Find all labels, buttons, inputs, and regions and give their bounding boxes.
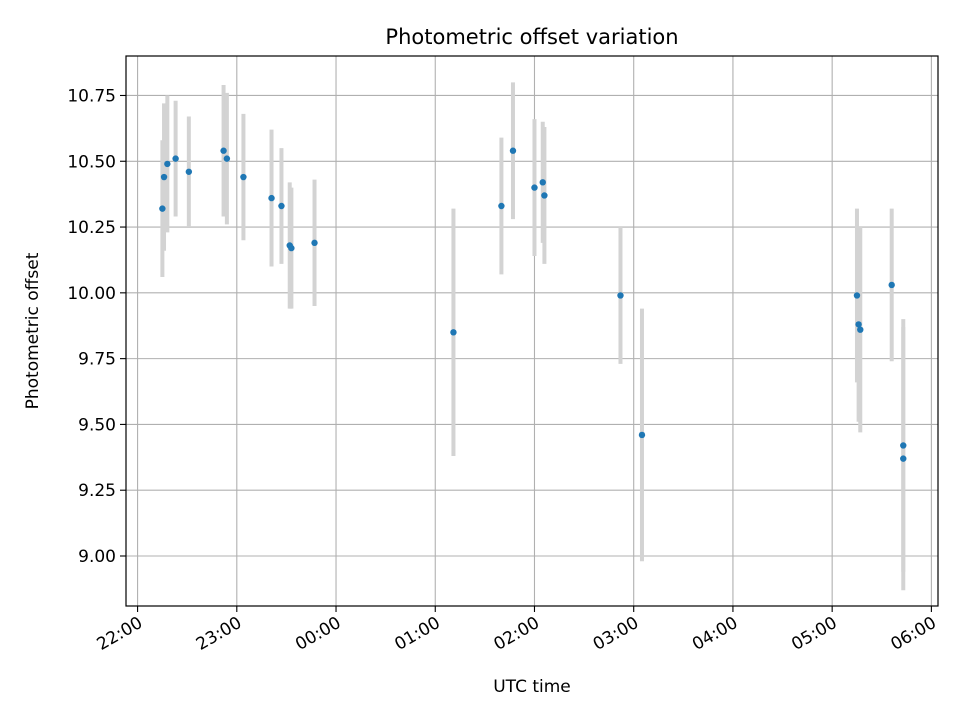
y-tick-label: 9.00 <box>78 547 116 567</box>
y-tick-label: 10.00 <box>67 284 116 304</box>
y-tick-label: 10.25 <box>67 218 116 238</box>
data-points <box>159 147 907 462</box>
data-point <box>164 160 171 168</box>
data-point <box>900 455 907 462</box>
chart-title: Photometric offset variation <box>385 25 678 49</box>
data-point <box>288 244 295 252</box>
data-point <box>638 431 646 439</box>
data-point <box>531 184 538 191</box>
y-tick-label: 9.75 <box>78 350 116 370</box>
data-point <box>159 205 166 212</box>
data-point <box>498 202 505 210</box>
y-tick-label: 9.25 <box>78 481 116 501</box>
data-point <box>855 321 862 328</box>
data-point <box>539 179 546 186</box>
x-axis-label: UTC time <box>493 677 571 697</box>
grid-lines <box>126 56 938 606</box>
data-point <box>450 329 457 336</box>
data-point <box>268 194 275 202</box>
y-tick-label: 9.50 <box>78 415 116 435</box>
y-tick-label: 10.50 <box>67 152 116 172</box>
data-point <box>900 442 907 449</box>
y-axis-label: Photometric offset <box>23 252 43 409</box>
data-point <box>278 202 285 210</box>
data-point <box>172 155 179 162</box>
data-point <box>857 326 864 333</box>
data-point <box>509 147 517 154</box>
data-point <box>888 281 895 289</box>
y-axis-ticks: 9.00 9.25 9.50 9.75 10.00 10.25 10.50 10.75 <box>67 86 126 567</box>
data-point <box>220 147 227 154</box>
data-point <box>617 292 624 299</box>
y-tick-label: 10.75 <box>67 86 116 106</box>
data-point <box>185 168 193 175</box>
data-point <box>223 155 231 162</box>
data-point <box>853 292 861 299</box>
data-point <box>541 192 548 199</box>
plot-frame <box>125 55 939 607</box>
data-point <box>160 173 168 181</box>
data-point <box>240 173 247 181</box>
data-point <box>311 239 318 247</box>
